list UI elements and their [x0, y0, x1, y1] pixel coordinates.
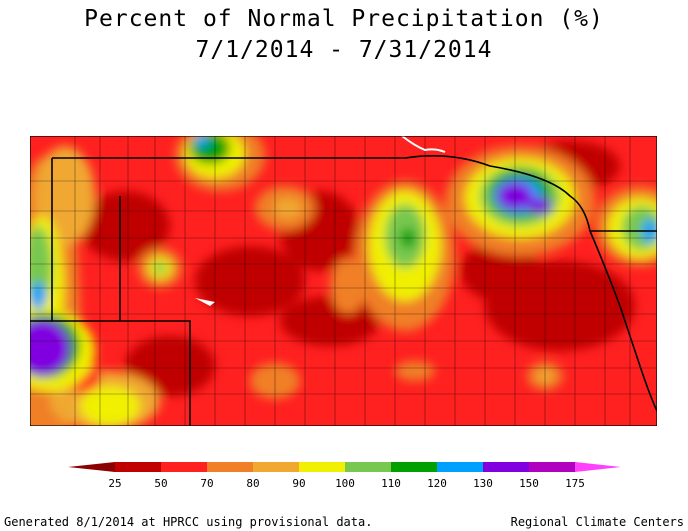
legend-label: 130 [473, 477, 493, 490]
legend-label: 25 [108, 477, 121, 490]
legend-label: 110 [381, 477, 401, 490]
footer-generated-note: Generated 8/1/2014 at HPRCC using provis… [4, 515, 373, 529]
legend-swatch [437, 462, 483, 472]
legend-label: 90 [292, 477, 305, 490]
map-title: Percent of Normal Precipitation (%) [84, 6, 604, 32]
legend-label: 120 [427, 477, 447, 490]
county-boundaries [30, 136, 657, 426]
footer-source: Regional Climate Centers [510, 515, 684, 529]
legend-swatch [529, 462, 575, 472]
legend-swatch [161, 462, 207, 472]
legend-swatch [345, 462, 391, 472]
legend-swatch-high [575, 462, 621, 472]
map-date-range: 7/1/2014 - 7/31/2014 [195, 37, 493, 63]
legend-swatch [299, 462, 345, 472]
legend-swatch [391, 462, 437, 472]
legend-swatch [253, 462, 299, 472]
legend-swatch-low [68, 462, 115, 472]
legend-swatch [115, 462, 161, 472]
precipitation-map [30, 136, 657, 426]
legend-label: 175 [565, 477, 585, 490]
legend-label: 100 [335, 477, 355, 490]
state-boundaries [30, 154, 657, 426]
legend-label: 80 [246, 477, 259, 490]
legend-swatch [483, 462, 529, 472]
legend-label: 150 [519, 477, 539, 490]
legend-swatch [207, 462, 253, 472]
legend-label: 50 [154, 477, 167, 490]
legend-label: 70 [200, 477, 213, 490]
lake [195, 298, 215, 306]
river [401, 136, 446, 153]
legend: 25 50 70 80 90 100 110 120 130 150 175 [68, 462, 621, 490]
